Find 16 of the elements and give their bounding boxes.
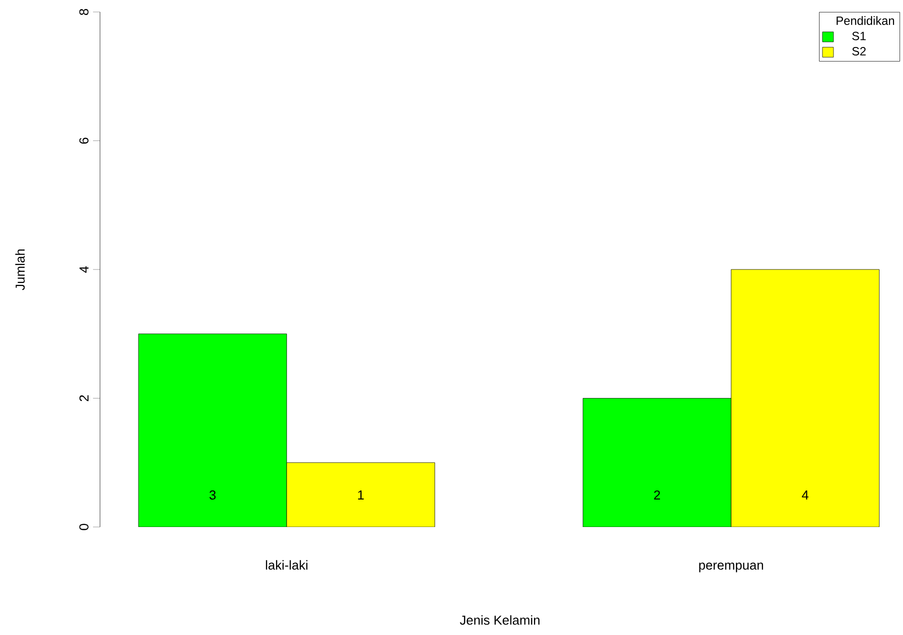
x-tick-label: perempuan bbox=[699, 562, 764, 572]
data-label: 3 bbox=[210, 490, 216, 500]
data-label: 2 bbox=[654, 490, 660, 500]
y-tick-label: 2 bbox=[79, 395, 88, 402]
y-tick-label: 6 bbox=[79, 138, 88, 144]
y-tick-label: 8 bbox=[79, 8, 88, 16]
y-tick-label: 4 bbox=[80, 266, 88, 273]
x-tick-label: laki-laki bbox=[266, 560, 308, 570]
legend-label: S2 bbox=[852, 47, 866, 56]
y-axis-title: Jumlah bbox=[15, 249, 25, 290]
x-axis-title: Jenis Kelamin bbox=[460, 615, 540, 625]
legend-title: Pendidikan bbox=[836, 16, 894, 25]
data-label: 1 bbox=[358, 490, 364, 500]
y-tick-label: 0 bbox=[79, 524, 88, 530]
data-label: 4 bbox=[802, 490, 808, 500]
legend-label: S1 bbox=[852, 32, 866, 40]
